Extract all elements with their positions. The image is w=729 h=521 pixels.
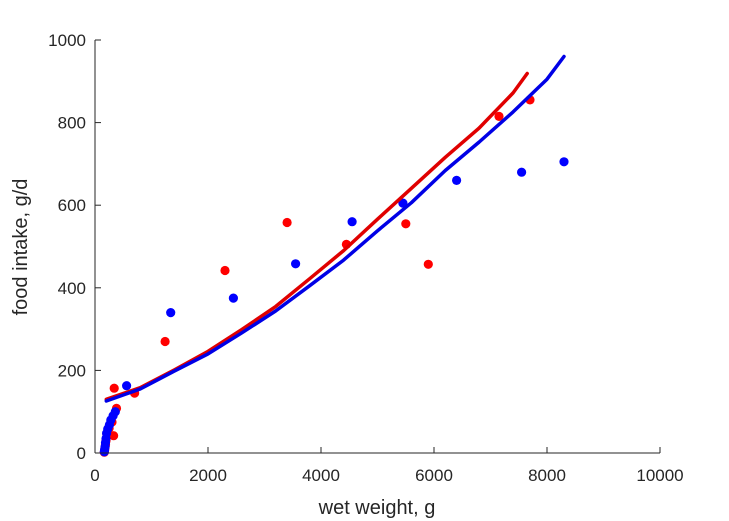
data-point-s2-20 xyxy=(559,157,569,167)
x-tick-label-8000: 8000 xyxy=(528,466,566,485)
data-point-s2-14 xyxy=(228,293,238,303)
y-axis-label: food intake, g/d xyxy=(10,179,32,316)
x-tick-label-4000: 4000 xyxy=(302,466,340,485)
data-point-s2-17 xyxy=(398,198,408,208)
y-tick-label-400: 400 xyxy=(58,279,86,298)
data-point-s2-18 xyxy=(452,175,462,185)
data-point-s1-14 xyxy=(220,265,230,276)
data-point-s2-16 xyxy=(347,217,357,227)
data-point-s1-18 xyxy=(423,259,433,269)
plot-marks xyxy=(99,54,569,457)
data-point-s2-15 xyxy=(291,259,301,269)
data-point-s1-13 xyxy=(160,336,170,347)
fit-line-3 xyxy=(104,71,529,402)
y-tick-label-600: 600 xyxy=(58,196,86,215)
data-point-s1-15 xyxy=(282,217,292,228)
data-point-s1-9 xyxy=(109,431,119,441)
data-point-s1-11 xyxy=(109,383,119,393)
data-point-s2-11 xyxy=(110,407,120,417)
x-tick-label-6000: 6000 xyxy=(415,466,453,485)
y-tick-label-0: 0 xyxy=(77,444,86,463)
data-point-s2-19 xyxy=(517,167,527,177)
x-tick-label-0: 0 xyxy=(90,466,99,485)
x-axis-label: wet weight, g xyxy=(318,497,436,519)
data-point-s2-12 xyxy=(122,381,132,391)
data-point-s1-19 xyxy=(494,111,504,121)
axes: 0 2000 4000 6000 8000 10000 0 200 400 600 800 1000 xyxy=(48,31,683,485)
y-tick-label-200: 200 xyxy=(58,361,86,380)
data-point-s2-13 xyxy=(166,308,176,318)
x-tick-label-2000: 2000 xyxy=(189,466,227,485)
fit-line-4 xyxy=(104,54,566,403)
y-tick-label-800: 800 xyxy=(58,114,86,133)
x-tick-label-10000: 10000 xyxy=(636,466,683,485)
y-tick-label-1000: 1000 xyxy=(48,31,86,50)
data-point-s1-17 xyxy=(401,219,411,229)
